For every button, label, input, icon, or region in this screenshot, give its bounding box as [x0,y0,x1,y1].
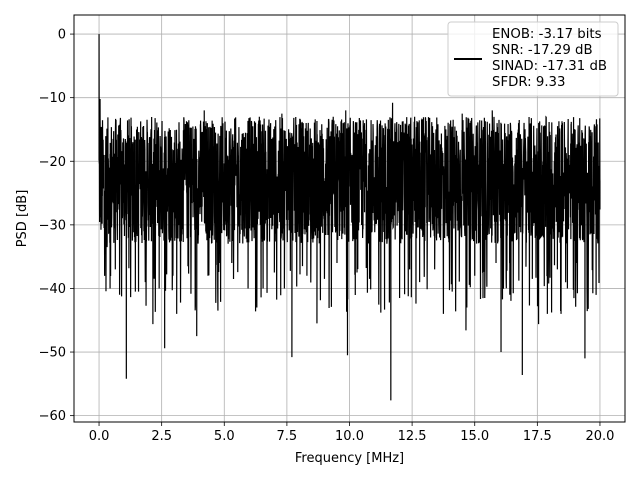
y-tick-label: 0 [58,28,66,43]
y-axis-label: PSD [dB] [15,190,30,248]
x-tick-label: 0.0 [89,429,110,444]
y-tick-label: −50 [39,346,66,361]
legend-snr: SNR: -17.29 dB [492,43,593,58]
x-tick-label: 20.0 [585,429,614,444]
x-tick-label: 10.0 [335,429,364,444]
y-tick-label: −10 [39,91,66,106]
psd-series-line [98,34,601,401]
y-tick-label: −40 [39,282,66,297]
x-tick-label: 17.5 [523,429,552,444]
y-tick-label: −30 [39,218,66,233]
legend-sinad: SINAD: -17.31 dB [492,59,607,74]
legend-enob: ENOB: -3.17 bits [492,27,602,42]
legend-box [447,21,619,97]
x-axis-ticks: 0.0 2.5 5.0 7.5 10.0 12.5 15.0 17.5 20.0 [89,422,614,444]
legend-sfdr: SFDR: 9.33 [492,75,565,90]
y-tick-label: −20 [39,155,66,170]
x-axis-label: Frequency [MHz] [295,451,404,466]
psd-series-group [98,34,601,401]
y-axis-ticks: 0 −10 −20 −30 −40 −50 −60 [39,28,74,424]
x-tick-label: 2.5 [151,429,172,444]
x-tick-label: 5.0 [214,429,235,444]
x-tick-label: 12.5 [398,429,427,444]
x-tick-label: 7.5 [277,429,298,444]
legend: ENOB: -3.17 bits SNR: -17.29 dB SINAD: -… [447,21,619,97]
y-tick-label: −60 [39,409,66,424]
x-tick-label: 15.0 [460,429,489,444]
